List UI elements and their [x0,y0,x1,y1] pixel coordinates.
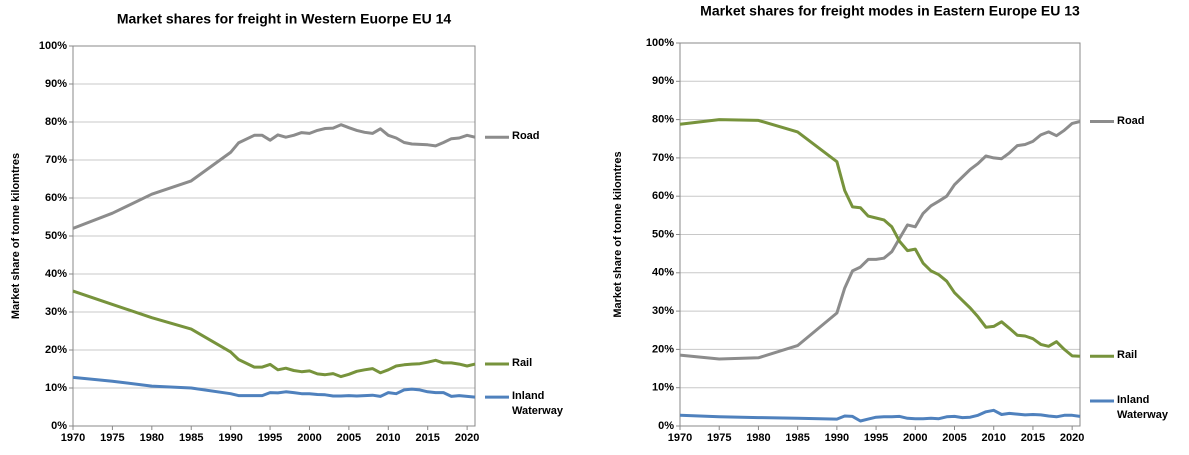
x-tick-label: 1975 [100,432,124,444]
x-tick-label: 2020 [455,432,479,444]
x-tick-label: 2005 [337,432,361,444]
y-tick-label: 50% [45,230,67,242]
y-tick-label: 70% [652,152,674,164]
y-tick-label: 10% [45,382,67,394]
x-tick-label: 1990 [825,432,849,444]
y-tick-label: 20% [45,344,67,356]
x-tick-label: 1970 [61,432,85,444]
x-tick-label: 1995 [864,432,888,444]
x-tick-label: 2000 [903,432,927,444]
x-tick-label: 1980 [140,432,164,444]
x-tick-label: 2000 [297,432,321,444]
x-tick-label: 1985 [179,432,203,444]
legend-label: Road [1117,114,1145,127]
x-tick-label: 2010 [981,432,1005,444]
y-tick-label: 40% [45,268,67,280]
x-tick-label: 2015 [415,432,439,444]
chart-title: Market shares for freight in Western Euo… [117,11,451,27]
x-tick-label: 1985 [785,432,809,444]
series-line [72,123,476,230]
legend-label: Inland Waterway [1117,394,1168,421]
y-tick-label: 100% [646,37,674,49]
legend-label: Rail [512,357,533,370]
series-line [72,375,476,399]
x-tick-label: 2005 [942,432,966,444]
x-tick-label: 2020 [1060,432,1084,444]
y-tick-label: 90% [45,78,67,90]
chart-title: Market shares for freight modes in Easte… [700,3,1080,19]
y-tick-label: 20% [652,343,674,355]
series-line [72,289,476,379]
legend-label: Road [512,130,540,143]
series-line [679,408,1081,423]
y-tick-label: 0% [51,420,67,432]
y-tick-label: 60% [652,190,674,202]
plot-frame [72,45,476,427]
legend-label: Rail [1117,349,1138,362]
y-tick-label: 80% [45,116,67,128]
y-tick-label: 10% [652,382,674,394]
y-tick-label: 50% [652,228,674,240]
y-tick-label: 30% [652,305,674,317]
legend-label: Inland Waterway [512,390,563,418]
y-tick-label: 80% [652,114,674,126]
x-tick-label: 1975 [707,432,731,444]
y-tick-label: 60% [45,192,67,204]
x-tick-label: 2010 [376,432,400,444]
y-tick-label: 70% [45,154,67,166]
x-tick-label: 2015 [1021,432,1045,444]
x-tick-label: 1995 [258,432,282,444]
x-tick-label: 1990 [218,432,242,444]
series-line [679,118,1081,358]
y-axis-label: Market share of tonne kilomtres [10,153,22,319]
y-axis-label: Market share of tonne kilomtres [612,151,624,317]
x-tick-label: 1980 [746,432,770,444]
y-tick-label: 100% [39,40,67,52]
plot-frame [679,42,1081,427]
y-tick-label: 90% [652,75,674,87]
y-tick-label: 40% [652,267,674,279]
y-tick-label: 30% [45,306,67,318]
y-tick-label: 0% [658,420,674,432]
series-line [679,120,1081,361]
x-tick-label: 1970 [668,432,692,444]
